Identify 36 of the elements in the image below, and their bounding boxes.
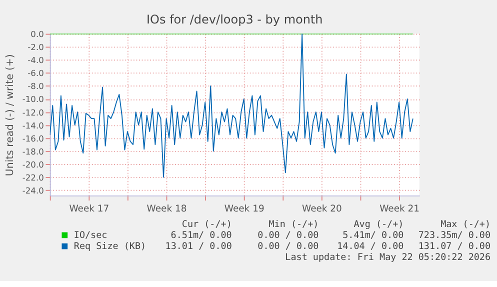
x-tick-label: Week 20 xyxy=(302,204,342,215)
y-tick-label: -2.0 xyxy=(28,42,44,52)
y-tick-label: -12.0 xyxy=(22,107,44,118)
y-tick-label: -6.0 xyxy=(28,68,44,78)
text: 6.51m/ 0.00 xyxy=(170,230,232,241)
y-tick-label: -8.0 xyxy=(28,81,44,92)
text: 14.04 / 0.00 xyxy=(337,241,404,252)
y-tick-label: -22.0 xyxy=(22,172,44,182)
y-tick-label: -4.0 xyxy=(28,55,44,66)
x-tick-label: Week 17 xyxy=(69,204,110,215)
text: Cur (-/+) xyxy=(182,218,232,230)
y-tick-label: -18.0 xyxy=(22,146,44,156)
y-tick-label: 0.0 xyxy=(30,29,44,40)
text: 0.00 / 0.00 xyxy=(258,230,319,241)
y-tick-label: -24.0 xyxy=(22,185,44,196)
text: 723.35m/ 0.00 xyxy=(418,230,491,241)
text: 13.01 / 0.00 xyxy=(165,241,232,252)
x-tick-label: Week 19 xyxy=(224,204,264,215)
y-tick-label: -10.0 xyxy=(22,94,44,104)
x-tick-label: Week 18 xyxy=(146,204,187,215)
text: Last update: Fri May 22 05:20:22 2026 xyxy=(285,252,491,264)
legend-label: IO/sec xyxy=(74,230,108,241)
text: 5.41m/ 0.00 xyxy=(342,230,404,241)
x-tick-label: Week 21 xyxy=(380,204,420,215)
text: 0.00 / 0.00 xyxy=(258,241,319,252)
y-tick-label: -14.0 xyxy=(22,120,44,130)
line-series xyxy=(50,34,414,178)
text: Min (-/+) xyxy=(268,218,319,230)
y-tick-label: -16.0 xyxy=(22,133,44,144)
y-tick-label: -20.0 xyxy=(22,159,44,170)
text: Avg (-/+) xyxy=(354,218,404,230)
text: Max (-/+) xyxy=(440,218,491,230)
y-axis-title: Units read (-) / write (+) xyxy=(5,54,16,176)
text: 131.07 / 0.00 xyxy=(418,241,491,252)
chart-title: IOs for /dev/loop3 - by month xyxy=(146,12,323,27)
legend-label: Req Size (KB) xyxy=(74,241,146,252)
